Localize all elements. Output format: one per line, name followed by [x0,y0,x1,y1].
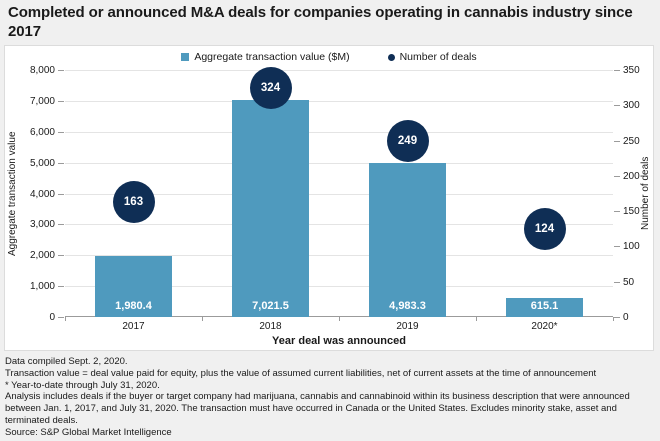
right-axis-tick-mark [614,140,620,142]
gridline [65,131,613,133]
x-axis-tick-mark [202,317,203,321]
left-axis-tick-mark [58,224,64,226]
right-axis-tick-label: 250 [623,135,640,147]
legend: Aggregate transaction value ($M) Number … [5,51,653,63]
left-axis-tick-label: 6,000 [29,126,55,138]
right-axis-tick-label: 350 [623,65,640,76]
right-axis-tick-label: 100 [623,241,640,253]
left-axis-tick-label: 0 [49,312,55,323]
left-axis-tick-mark [58,255,64,257]
x-axis-tick-mark [339,317,340,321]
right-axis-tick-mark [614,175,620,177]
right-axis-tick-mark [614,70,620,71]
left-axis-tick-mark [58,162,64,164]
left-axis-tick-label: 3,000 [29,219,55,231]
legend-label-transaction-value: Aggregate transaction value ($M) [194,51,350,63]
legend-item-number-of-deals: Number of deals [387,51,477,63]
bar-series-swatch-icon [181,53,190,61]
bar-value-label: 1,980.4 [115,300,152,312]
footnote-line: Analysis includes deals if the buyer or … [5,391,630,426]
right-axis-tick-label: 150 [623,206,640,218]
chart-title: Completed or announced M&A deals for com… [8,4,633,40]
gridline [65,70,613,71]
bar-2019 [369,163,446,317]
left-axis-tick-mark [58,70,64,71]
x-axis-tick-mark [65,317,66,321]
deals-point-2017: 163 [112,180,155,223]
right-axis-tick-mark [614,105,620,107]
x-axis-category-label: 2017 [122,321,145,332]
left-axis-tick-label: 7,000 [29,95,55,107]
left-axis-tick-label: 2,000 [29,250,55,262]
deals-point-2018: 324 [249,67,292,110]
left-axis-tick-mark [58,100,64,102]
x-axis-tick-mark [476,317,477,321]
gridline [65,100,613,102]
bar-2018 [232,100,309,317]
footnote-line: Source: S&P Global Market Intelligence [5,426,172,438]
x-axis-category-label: 2020* [531,321,558,332]
footnote-line: Transaction value = deal value paid for … [5,367,597,379]
footnotes: Data compiled Sept. 2, 2020. Transaction … [5,356,655,439]
x-axis-tick-mark [613,317,614,321]
deals-series-swatch-icon [387,53,395,61]
gridline [65,162,613,164]
right-axis-tick-mark [614,317,620,318]
left-axis-tick-label: 8,000 [29,65,55,76]
legend-item-transaction-value: Aggregate transaction value ($M) [181,51,350,63]
bar-2017 [95,255,172,317]
left-axis-tick-mark [58,131,64,133]
right-axis-tick-label: 300 [623,100,640,112]
bar-value-label: 7,021.5 [252,300,289,312]
bar-value-label: 4,983.3 [389,300,426,312]
legend-label-number-of-deals: Number of deals [399,51,477,63]
deals-point-2020*: 124 [523,208,566,251]
gridline [65,193,613,195]
left-axis-tick-mark [58,317,64,318]
bar-2020* [506,298,583,317]
right-axis-tick-label: 0 [623,312,629,323]
plot-area: 1,980.4 163 7,021.5 324 4,983.3 249 615.1 124 [65,67,613,317]
left-axis-tick-mark [58,286,64,288]
gridline [65,224,613,226]
right-axis-tick-label: 50 [623,276,635,288]
gridline [65,255,613,257]
left-axis-tick-mark [58,193,64,195]
footnote-line: * Year-to-date through July 31, 2020. [5,379,160,391]
left-axis-tick-label: 4,000 [29,188,55,200]
chart-panel: Aggregate transaction value ($M) Number … [4,45,654,351]
bar-value-label: 615.1 [530,300,559,312]
right-axis-tick-mark [614,281,620,283]
footnote-line: Data compiled Sept. 2, 2020. [5,356,128,367]
gridline [65,286,613,288]
right-axis-tick-mark [614,246,620,248]
left-axis-tick-label: 1,000 [29,281,55,293]
right-axis-tick-label: 200 [623,170,640,182]
deals-point-2019: 249 [386,120,429,163]
x-axis-category-label: 2019 [396,321,419,332]
left-axis-tick-label: 5,000 [29,157,55,169]
x-axis-title: Year deal was announced [272,335,406,347]
x-axis-category-label: 2018 [259,321,282,332]
right-axis-tick-mark [614,211,620,213]
x-axis-line [65,316,613,317]
